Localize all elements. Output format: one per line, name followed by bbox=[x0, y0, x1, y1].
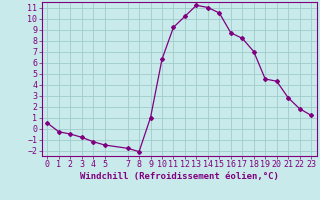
X-axis label: Windchill (Refroidissement éolien,°C): Windchill (Refroidissement éolien,°C) bbox=[80, 172, 279, 181]
